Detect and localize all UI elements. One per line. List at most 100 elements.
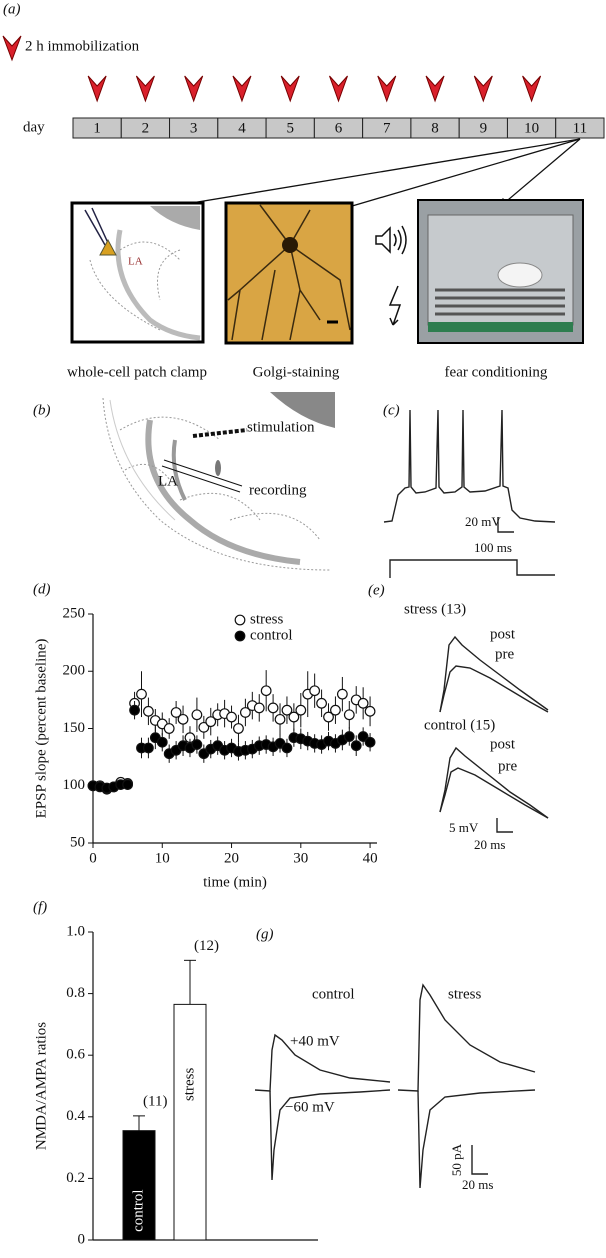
speaker-icon <box>375 225 407 326</box>
legend-label: control <box>250 627 293 643</box>
panel-label: (c) <box>383 402 400 418</box>
category-label: stress <box>181 1068 197 1101</box>
scale-label: 100 ms <box>474 540 512 555</box>
day-label: 2 <box>142 120 150 136</box>
marker <box>226 711 237 723</box>
chevron <box>473 75 493 103</box>
trace <box>254 1033 391 1092</box>
marker <box>323 711 334 723</box>
day-bar: 1 2 3 4 5 6 7 8 9 10 11 <box>72 75 605 139</box>
trace-label: post <box>490 626 516 642</box>
chevron <box>232 75 252 103</box>
scale-label: 5 mV <box>449 820 479 835</box>
marker <box>281 742 293 754</box>
chevron <box>425 75 445 103</box>
scale-label: 20 mV <box>465 514 501 529</box>
marker <box>295 704 307 716</box>
chevron <box>280 75 300 103</box>
marker <box>343 709 355 721</box>
trace <box>439 767 549 819</box>
panel-label: (b) <box>33 402 51 418</box>
marker <box>336 688 348 700</box>
marker <box>233 723 244 734</box>
marker <box>364 705 376 717</box>
day-label: 10 <box>524 120 539 136</box>
panel-label: (a) <box>3 1 21 17</box>
day-label: 7 <box>383 120 391 136</box>
annotation: LA <box>158 473 178 489</box>
y-tick-label: 200 <box>63 663 86 679</box>
marker <box>239 707 251 718</box>
marker <box>364 736 376 748</box>
day-label: 3 <box>190 120 198 136</box>
chevron <box>329 75 348 103</box>
annotation: stimulation <box>247 419 315 435</box>
n-label: (11) <box>143 1093 167 1109</box>
marker <box>253 702 265 714</box>
y-tick-label: 0.6 <box>66 1047 85 1063</box>
marker <box>191 709 203 721</box>
chevron <box>522 75 542 103</box>
marker <box>170 707 182 718</box>
marker <box>129 704 140 716</box>
marker <box>156 736 168 748</box>
group-title: control (15) <box>424 717 495 733</box>
legend-label: stress <box>250 611 283 627</box>
trace <box>269 1089 391 1181</box>
day-cell <box>555 117 605 139</box>
marker <box>274 713 286 725</box>
x-tick-label: 30 <box>293 850 308 866</box>
category-label: control <box>130 1189 146 1232</box>
current-step <box>389 559 555 578</box>
y-tick-label: 150 <box>63 720 86 736</box>
axis-label: day <box>23 119 45 135</box>
trace-label: +40 mV <box>290 1033 340 1049</box>
x-tick-label: 0 <box>89 850 97 866</box>
legend-marker <box>234 614 246 626</box>
marker <box>330 704 341 716</box>
chevron <box>377 75 397 103</box>
day-label: 11 <box>573 120 587 136</box>
y-tick-label: 1.0 <box>66 923 85 939</box>
marker <box>205 716 217 728</box>
scale-bar <box>497 517 514 533</box>
marker <box>309 685 321 697</box>
marker <box>260 685 272 697</box>
marker <box>122 779 134 791</box>
day-label: 9 <box>480 120 488 136</box>
trace <box>439 665 549 713</box>
caption: fear conditioning <box>445 364 548 380</box>
marker <box>143 742 154 754</box>
panel-label: (e) <box>368 582 385 598</box>
marker <box>316 697 327 709</box>
golgi-image <box>224 201 354 345</box>
caption: whole-cell patch clamp <box>67 364 207 380</box>
panel-label: (f) <box>33 899 47 915</box>
x-axis-label: time (min) <box>203 874 267 890</box>
y-tick-label: 50 <box>70 834 85 850</box>
y-tick-label: 100 <box>63 777 86 793</box>
day-label: 4 <box>238 120 246 136</box>
day-label: 1 <box>93 120 101 136</box>
marker <box>136 688 147 700</box>
day-label: 8 <box>431 120 439 136</box>
trace <box>397 983 536 1092</box>
marker <box>143 705 154 717</box>
trace <box>439 746 549 819</box>
marker <box>357 731 369 742</box>
caption: Golgi-staining <box>253 364 340 380</box>
panel-label: (d) <box>33 581 51 597</box>
chevron <box>87 75 107 103</box>
marker <box>281 704 293 716</box>
marker <box>350 740 362 752</box>
y-axis-label: NMDA/AMPA ratios <box>33 1022 49 1150</box>
marker <box>191 739 203 750</box>
fear-box-image <box>417 199 584 344</box>
y-tick-label: 0.4 <box>66 1108 85 1124</box>
bar <box>173 1003 207 1241</box>
trace-label: pre <box>498 758 517 774</box>
x-tick-label: 10 <box>155 850 170 866</box>
marker <box>343 731 355 742</box>
legend-text: 2 h immobilization <box>25 38 140 54</box>
